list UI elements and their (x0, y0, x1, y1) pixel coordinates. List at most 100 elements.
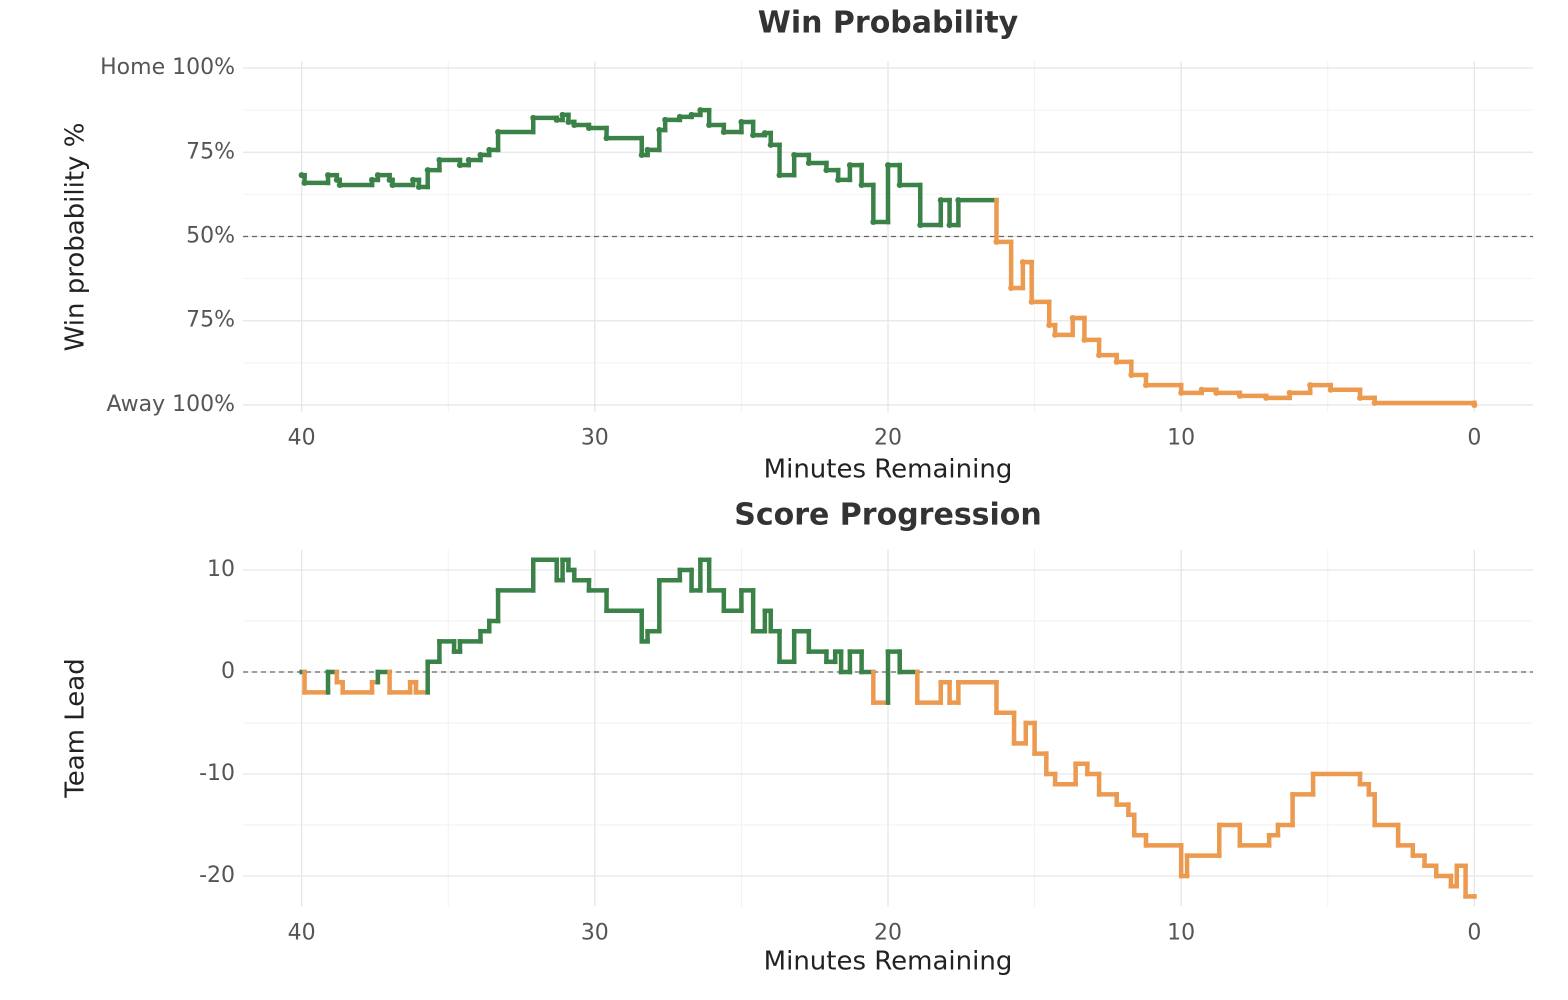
point (410, 176, 417, 183)
point (1357, 394, 1364, 401)
point (495, 129, 502, 136)
point (415, 183, 422, 190)
y-axis-label: Team Lead (61, 658, 91, 798)
point (767, 141, 774, 148)
x-axis-label: Minutes Remaining (764, 455, 1013, 485)
point (1046, 322, 1053, 329)
point (846, 162, 853, 169)
point (656, 127, 663, 134)
point (720, 129, 727, 136)
y-tick-label: 10 (207, 557, 235, 582)
point (885, 162, 891, 169)
point (993, 238, 1000, 245)
point (1198, 386, 1205, 393)
point (465, 157, 472, 164)
point (386, 176, 393, 183)
point (1236, 392, 1243, 399)
point (662, 116, 669, 123)
y-tick-label: 75% (186, 308, 235, 333)
point (1327, 386, 1334, 393)
point (896, 181, 903, 188)
point (1113, 358, 1120, 365)
point (424, 167, 431, 174)
point (486, 146, 493, 153)
point (858, 181, 865, 188)
point (805, 160, 812, 167)
point (389, 181, 396, 188)
point (776, 172, 783, 179)
point (676, 113, 683, 120)
y-tick-label: -10 (199, 761, 235, 786)
x-tick-label: 20 (874, 921, 902, 946)
point (750, 132, 757, 139)
x-tick-label: 0 (1467, 426, 1481, 451)
point (559, 111, 566, 118)
point (644, 146, 651, 153)
y-axis-label: Win probability % (61, 123, 91, 352)
point (530, 114, 537, 121)
point (1471, 401, 1478, 408)
point (1143, 382, 1149, 389)
point (835, 176, 842, 183)
point (571, 121, 578, 128)
x-tick-label: 30 (581, 921, 609, 946)
x-axis-label: Minutes Remaining (764, 947, 1013, 977)
point (791, 151, 798, 158)
x-tick-label: 20 (874, 426, 902, 451)
point (1019, 259, 1026, 266)
y-tick-label: Home 100% (100, 55, 235, 80)
point (1307, 382, 1314, 389)
point (301, 179, 308, 186)
point (374, 172, 381, 179)
y-tick-label: 75% (186, 139, 235, 164)
point (1008, 285, 1015, 292)
point (456, 162, 463, 169)
point (565, 118, 572, 125)
point (333, 176, 340, 183)
point (1371, 399, 1378, 406)
point (477, 151, 484, 158)
x-tick-label: 40 (288, 426, 316, 451)
point (325, 172, 332, 179)
point (946, 222, 953, 229)
point (697, 107, 704, 114)
chart-title: Score Progression (734, 498, 1042, 533)
point (738, 118, 745, 125)
point (1128, 371, 1135, 378)
point (1081, 336, 1088, 343)
point (369, 176, 375, 183)
point (870, 219, 877, 226)
y-tick-label: 50% (186, 224, 235, 249)
point (1052, 331, 1059, 338)
point (585, 125, 592, 132)
point (1028, 298, 1035, 305)
point (298, 172, 305, 179)
point (955, 197, 962, 204)
point (1069, 315, 1076, 322)
point (1096, 352, 1103, 359)
point (823, 167, 830, 174)
y-tick-label: -20 (199, 863, 235, 888)
point (917, 222, 924, 229)
chart-title: Win Probability (758, 6, 1019, 41)
point (436, 157, 443, 164)
point (603, 135, 610, 142)
point (1178, 389, 1185, 396)
point (336, 181, 343, 188)
point (1263, 394, 1270, 401)
point (553, 116, 560, 123)
point (706, 121, 713, 128)
point (761, 130, 768, 137)
point (1213, 389, 1220, 396)
point (937, 197, 944, 204)
x-tick-label: 30 (581, 426, 609, 451)
point (688, 111, 695, 118)
point (1286, 389, 1293, 396)
y-tick-label: 0 (221, 659, 235, 684)
point (638, 151, 645, 158)
y-tick-label: Away 100% (106, 392, 235, 417)
x-tick-label: 10 (1167, 921, 1195, 946)
x-tick-label: 0 (1467, 921, 1481, 946)
x-tick-label: 10 (1167, 426, 1195, 451)
